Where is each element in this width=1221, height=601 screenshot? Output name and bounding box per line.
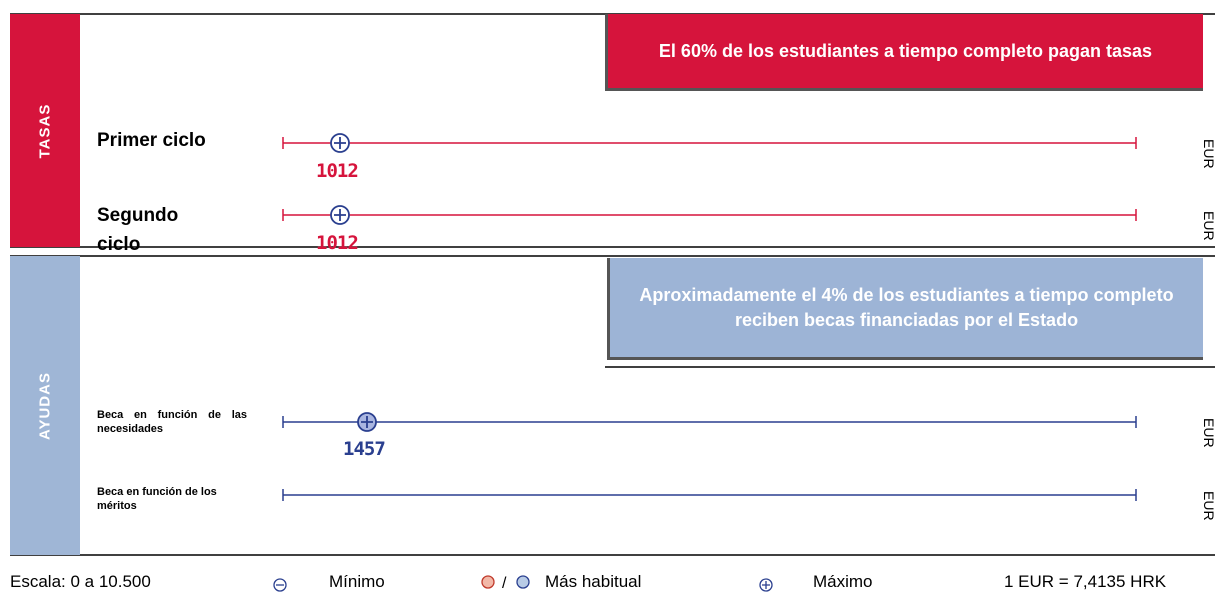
legend-text: 1 EUR = 7,4135 HRK: [1004, 572, 1167, 591]
callout: Aproximadamente el 4% de los estudiantes…: [610, 258, 1203, 357]
row-label: Beca en función de los méritos: [97, 486, 217, 512]
unit: EUR: [1201, 139, 1217, 169]
callout: El 60% de los estudiantes a tiempo compl…: [608, 14, 1203, 88]
legend-text: Máximo: [813, 572, 873, 591]
unit: EUR: [1201, 491, 1217, 521]
section-label: TASAS: [36, 103, 54, 158]
unit: EUR: [1201, 211, 1217, 241]
row-label: Beca en función de las necesidades: [97, 409, 247, 435]
value: 1012: [316, 160, 359, 182]
row-label: Primer ciclo: [97, 130, 206, 151]
unit: EUR: [1201, 418, 1217, 448]
ayudas-bar: AYUDAS: [10, 256, 80, 555]
svg-text:/: /: [502, 575, 507, 592]
tasas-bar: TASAS: [10, 14, 80, 247]
section-label: AYUDAS: [36, 371, 54, 440]
value: 1457: [343, 438, 386, 460]
legend-text: Mínimo: [329, 572, 385, 591]
legend-text: Escala: 0 a 10.500: [10, 572, 151, 591]
legend-text: Más habitual: [545, 572, 642, 591]
row-label: Segundo ciclo: [97, 205, 179, 255]
value: 1012: [316, 232, 359, 254]
